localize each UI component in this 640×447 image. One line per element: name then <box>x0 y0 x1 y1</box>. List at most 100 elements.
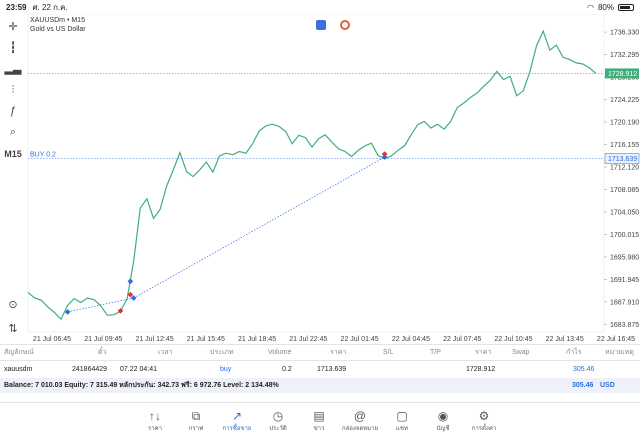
nav-label: ข่าว <box>313 426 325 432</box>
header-comment: หมายเหตุ <box>605 349 634 356</box>
indicators-icon[interactable]: ▂▃ <box>4 62 22 75</box>
header-current: ราคา <box>475 349 492 356</box>
nav-trade[interactable]: ↗ การซื้อขาย <box>217 409 257 433</box>
battery-percent: 80% <box>597 2 614 12</box>
header-type: ประเภท <box>210 349 234 356</box>
settings-icon: ⚙ <box>478 409 490 423</box>
x-tick-label: 21 Jul 18:45 <box>238 336 276 343</box>
trade-marker <box>381 151 388 157</box>
chart-icon: ⧉ <box>191 409 201 423</box>
search-shapes-icon[interactable]: ⌕ <box>9 125 17 138</box>
account-icon: ◉ <box>437 409 449 423</box>
symbol-label: XAUUSDm • M15 Gold vs US Dollar <box>30 16 86 34</box>
left-toolbar: ✛ ┇ ▂▃ ⫶ ƒ ⌕ M15 ⊙ ⇅ <box>0 14 26 344</box>
symbol-description: Gold vs US Dollar <box>30 26 86 33</box>
history-icon: ◷ <box>272 409 284 423</box>
entry-line-1 <box>67 297 134 313</box>
header-ticket: ตั๋ว <box>98 349 107 356</box>
trade-marker <box>127 278 134 285</box>
nav-quotes[interactable]: ↑↓ ราคา <box>135 409 175 433</box>
trade-marker <box>127 291 134 298</box>
header-price: ราคา <box>330 349 347 356</box>
nav-news[interactable]: ▤ ข่าว <box>299 409 339 433</box>
y-tick-label: 1687.910 <box>610 299 639 306</box>
wifi-icon: ◠ <box>587 2 594 12</box>
cell-volume: 0.2 <box>282 366 292 373</box>
nav-label: ประวัติ <box>269 426 287 432</box>
header-profit: กำไร <box>566 349 582 356</box>
y-tick-label: 1708.085 <box>610 187 639 194</box>
header-sl: S/L <box>383 349 394 356</box>
one-click-trading-icon[interactable] <box>316 20 326 30</box>
header-swap: Swap <box>512 349 530 356</box>
nav-account[interactable]: ◉ บัญชี <box>423 409 463 433</box>
nav-label: การซื้อขาย <box>222 426 252 432</box>
x-tick-label: 22 Jul 16:45 <box>597 336 635 343</box>
y-tick-label: 1716.155 <box>610 142 639 149</box>
cell-profit: 305.46 <box>573 366 595 373</box>
cell-ticket: 241864429 <box>72 366 108 373</box>
timeframe-button[interactable]: M15 <box>4 149 22 159</box>
objects-icon[interactable]: ⫶ <box>11 83 15 96</box>
mail-icon: @ <box>353 409 367 423</box>
plot-frame <box>27 13 605 333</box>
cell-current: 1728.912 <box>466 366 496 373</box>
balance-text: Balance: 7 010.03 Equity: 7 315.49 หลักป… <box>4 382 279 389</box>
position-price-box <box>604 153 640 164</box>
nav-settings[interactable]: ⚙ การตั้งค่า <box>464 409 504 433</box>
trade-marker <box>117 308 124 314</box>
nav-label: กล่องจดหมาย <box>341 426 379 432</box>
bid-label: 1728.912 <box>608 71 637 78</box>
x-tick-label: 21 Jul 09:45 <box>84 336 122 343</box>
nav-mailbox[interactable]: @ กล่องจดหมาย <box>340 409 380 433</box>
trade-nav-icon: ↗ <box>231 409 243 423</box>
chart-settings-icon[interactable] <box>340 20 350 30</box>
x-tick-label: 22 Jul 01:45 <box>341 336 379 343</box>
crosshair-icon[interactable]: ✛ <box>8 20 18 33</box>
news-icon: ▤ <box>313 409 325 423</box>
x-tick-label: 21 Jul 12:45 <box>135 336 173 343</box>
cell-time: 07.22 04:41 <box>120 366 157 373</box>
nav-label: กราฟ <box>188 426 204 432</box>
balance-profit: 305.46 <box>572 382 594 389</box>
header-time: เวลา <box>158 349 173 356</box>
header-tp: T/P <box>430 349 441 356</box>
cell-price: 1713.639 <box>317 366 347 373</box>
nav-history[interactable]: ◷ ประวัติ <box>258 409 298 433</box>
y-tick-label: 1704.050 <box>610 209 639 216</box>
nav-chart[interactable]: ⧉ กราฟ <box>176 409 216 433</box>
x-tick-label: 22 Jul 13:45 <box>546 336 584 343</box>
entry-line-2 <box>133 156 385 299</box>
chart-type-icon[interactable]: ┇ <box>9 41 17 54</box>
trade-marker <box>381 154 388 160</box>
cell-symbol: xauusdm <box>4 366 33 373</box>
table-row[interactable]: xauusdm 241864429 07.22 04:41 buy 0.2 17… <box>0 361 640 378</box>
bottom-navigation: ↑↓ ราคา ⧉ กราฟ ↗ การซื้อขาย ◷ ประวัติ ▤ ข่าว … <box>0 402 640 447</box>
chat-icon: ▢ <box>396 409 408 423</box>
positions-table: สัญลักษณ์ ตั๋ว เวลา ประเภท Volume ราคา S… <box>0 344 640 378</box>
nav-label: แชท <box>396 426 408 432</box>
nav-chat[interactable]: ▢ แชท <box>382 409 422 433</box>
y-tick-label: 1724.225 <box>610 97 639 104</box>
y-tick-label: 1720.190 <box>610 120 639 127</box>
header-symbol: สัญลักษณ์ <box>4 349 34 356</box>
status-time: 23:59 <box>6 2 27 12</box>
trade-marker <box>130 295 137 301</box>
nav-label: การตั้งค่า <box>471 426 497 432</box>
function-icon[interactable]: ƒ <box>9 105 17 117</box>
position-label: BUY 0.2 <box>30 152 56 159</box>
x-tick-label: 21 Jul 22:45 <box>289 336 327 343</box>
x-tick-label: 22 Jul 10:45 <box>494 336 532 343</box>
trade-icon[interactable]: ⇅ <box>8 322 18 335</box>
nav-label: บัญชี <box>436 426 450 432</box>
battery-icon <box>618 3 634 11</box>
x-tick-label: 22 Jul 04:45 <box>392 336 430 343</box>
price-chart[interactable]: XAUUSDm • M15 Gold vs US Dollar 1736.330… <box>26 13 640 344</box>
y-tick-label: 1712.120 <box>610 164 639 171</box>
y-tick-label: 1691.945 <box>610 277 639 284</box>
chart-canvas: 1736.3301732.2951728.2601724.2251720.190… <box>27 13 640 343</box>
y-tick-label: 1736.330 <box>610 30 639 37</box>
balance-currency: USD <box>600 382 615 389</box>
zoom-icon[interactable]: ⊙ <box>8 298 18 311</box>
x-tick-label: 22 Jul 07:45 <box>443 336 481 343</box>
